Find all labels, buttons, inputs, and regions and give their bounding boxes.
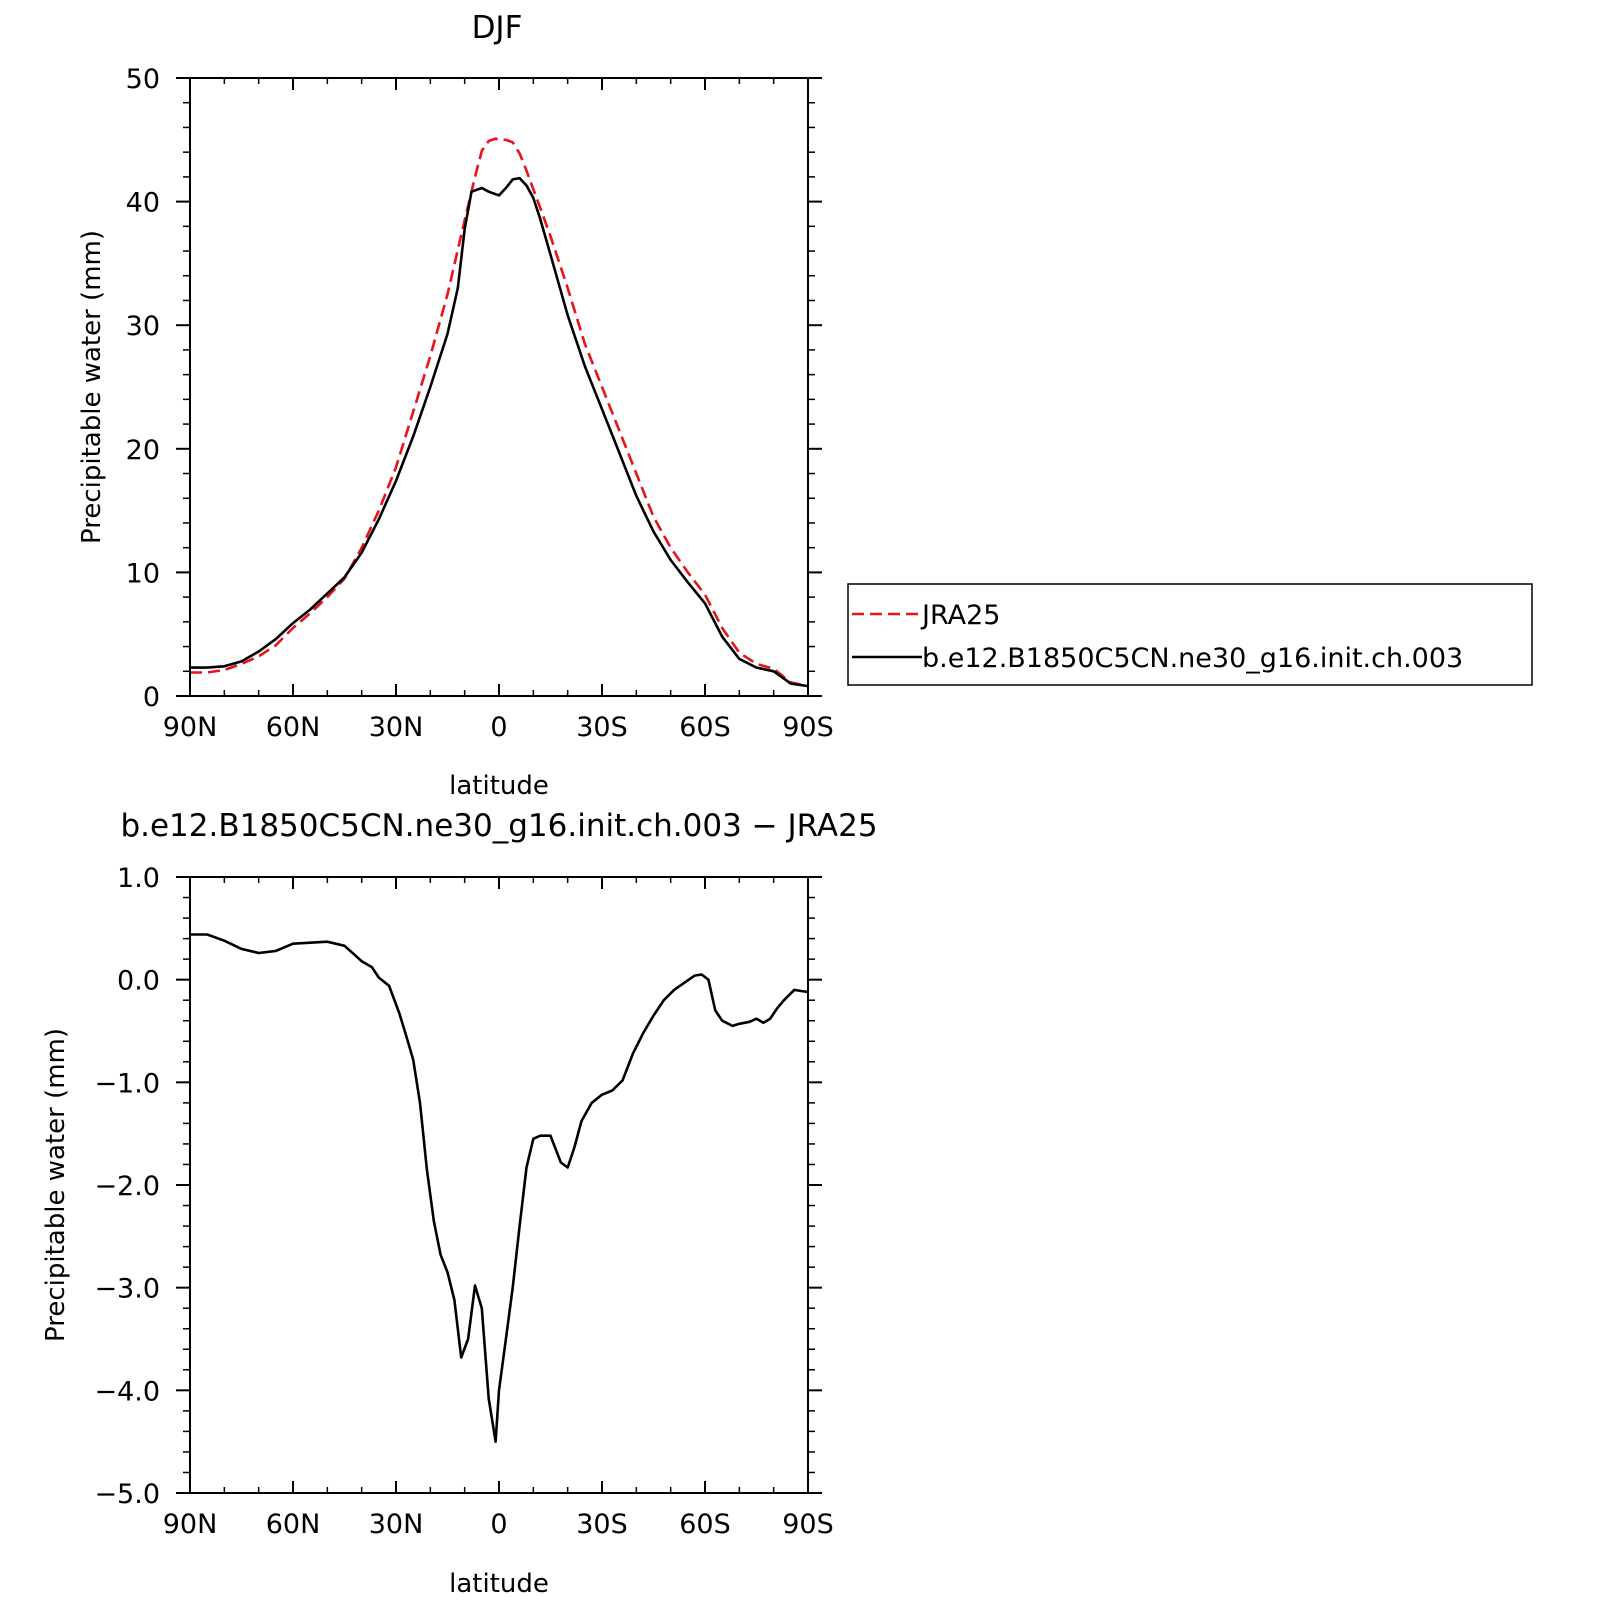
series-layer xyxy=(190,933,809,1443)
y-tick-label: −2.0 xyxy=(94,1171,160,1202)
x-tick-label: 60N xyxy=(266,712,321,743)
series-layer xyxy=(190,137,809,688)
chart-difference: b.e12.B1850C5CN.ne30_g16.init.ch.003 − J… xyxy=(41,808,878,1599)
legend-label-jra25: JRA25 xyxy=(920,600,1000,631)
legend-frame xyxy=(847,583,1533,686)
ticks-layer: 90N 60N 30N 0 30S 60S 90S 0 10 20 30 40 50 xyxy=(126,64,834,743)
y-tick-label: 30 xyxy=(126,311,160,342)
x-tick-label: 60N xyxy=(266,1509,321,1540)
x-tick-label: 30S xyxy=(576,1509,628,1540)
y-tick-label: −4.0 xyxy=(94,1376,160,1407)
y-tick-label: 20 xyxy=(126,435,160,466)
y-tick-label: 0 xyxy=(143,682,160,713)
x-tick-label: 30N xyxy=(369,712,424,743)
y-tick-label: 0.0 xyxy=(117,966,160,997)
y-tick-label: 1.0 xyxy=(117,863,160,894)
y-tick-label: −3.0 xyxy=(94,1274,160,1305)
legend: JRA25 b.e12.B1850C5CN.ne30_g16.init.ch.0… xyxy=(847,583,1533,686)
y-tick-label: 50 xyxy=(126,64,160,95)
x-tick-label: 90N xyxy=(163,712,218,743)
x-tick-label: 60S xyxy=(679,712,731,743)
x-tick-label: 90N xyxy=(163,1509,218,1540)
series-line-b-e12-b1850c5cn-ne30-g16-init-ch-003 xyxy=(190,176,809,688)
x-tick-label: 0 xyxy=(490,712,507,743)
y-tick-label: 40 xyxy=(126,188,160,219)
y-tick-label: −1.0 xyxy=(94,1068,160,1099)
y-tick-label: 10 xyxy=(126,558,160,589)
x-tick-label: 90S xyxy=(782,712,834,743)
x-tick-label: 0 xyxy=(490,1509,507,1540)
ticks-layer: 90N 60N 30N 0 30S 60S 90S 1.0 0.0 −1.0 −2.0 −3.0 −4.… xyxy=(94,863,833,1540)
series-line-jra25 xyxy=(190,137,809,688)
y-axis-label: Precipitable water (mm) xyxy=(77,230,107,544)
x-tick-label: 60S xyxy=(679,1509,731,1540)
x-tick-label: 30S xyxy=(576,712,628,743)
chart-title: DJF xyxy=(472,10,523,46)
x-tick-label: 30N xyxy=(369,1509,424,1540)
x-tick-label: 90S xyxy=(782,1509,834,1540)
plot-frame xyxy=(189,77,809,697)
series-line-difference xyxy=(190,933,809,1443)
legend-label-model: b.e12.B1850C5CN.ne30_g16.init.ch.003 xyxy=(922,643,1463,674)
x-axis-label: latitude xyxy=(449,1569,549,1599)
chart-djf: DJF 90N 60N 30N 0 30S 60S 90S 0 10 20 30 40 50 latit… xyxy=(77,10,1533,801)
x-axis-label: latitude xyxy=(449,771,549,801)
chart-title: b.e12.B1850C5CN.ne30_g16.init.ch.003 − J… xyxy=(120,808,877,844)
y-axis-label: Precipitable water (mm) xyxy=(41,1028,71,1342)
y-tick-label: −5.0 xyxy=(94,1479,160,1510)
